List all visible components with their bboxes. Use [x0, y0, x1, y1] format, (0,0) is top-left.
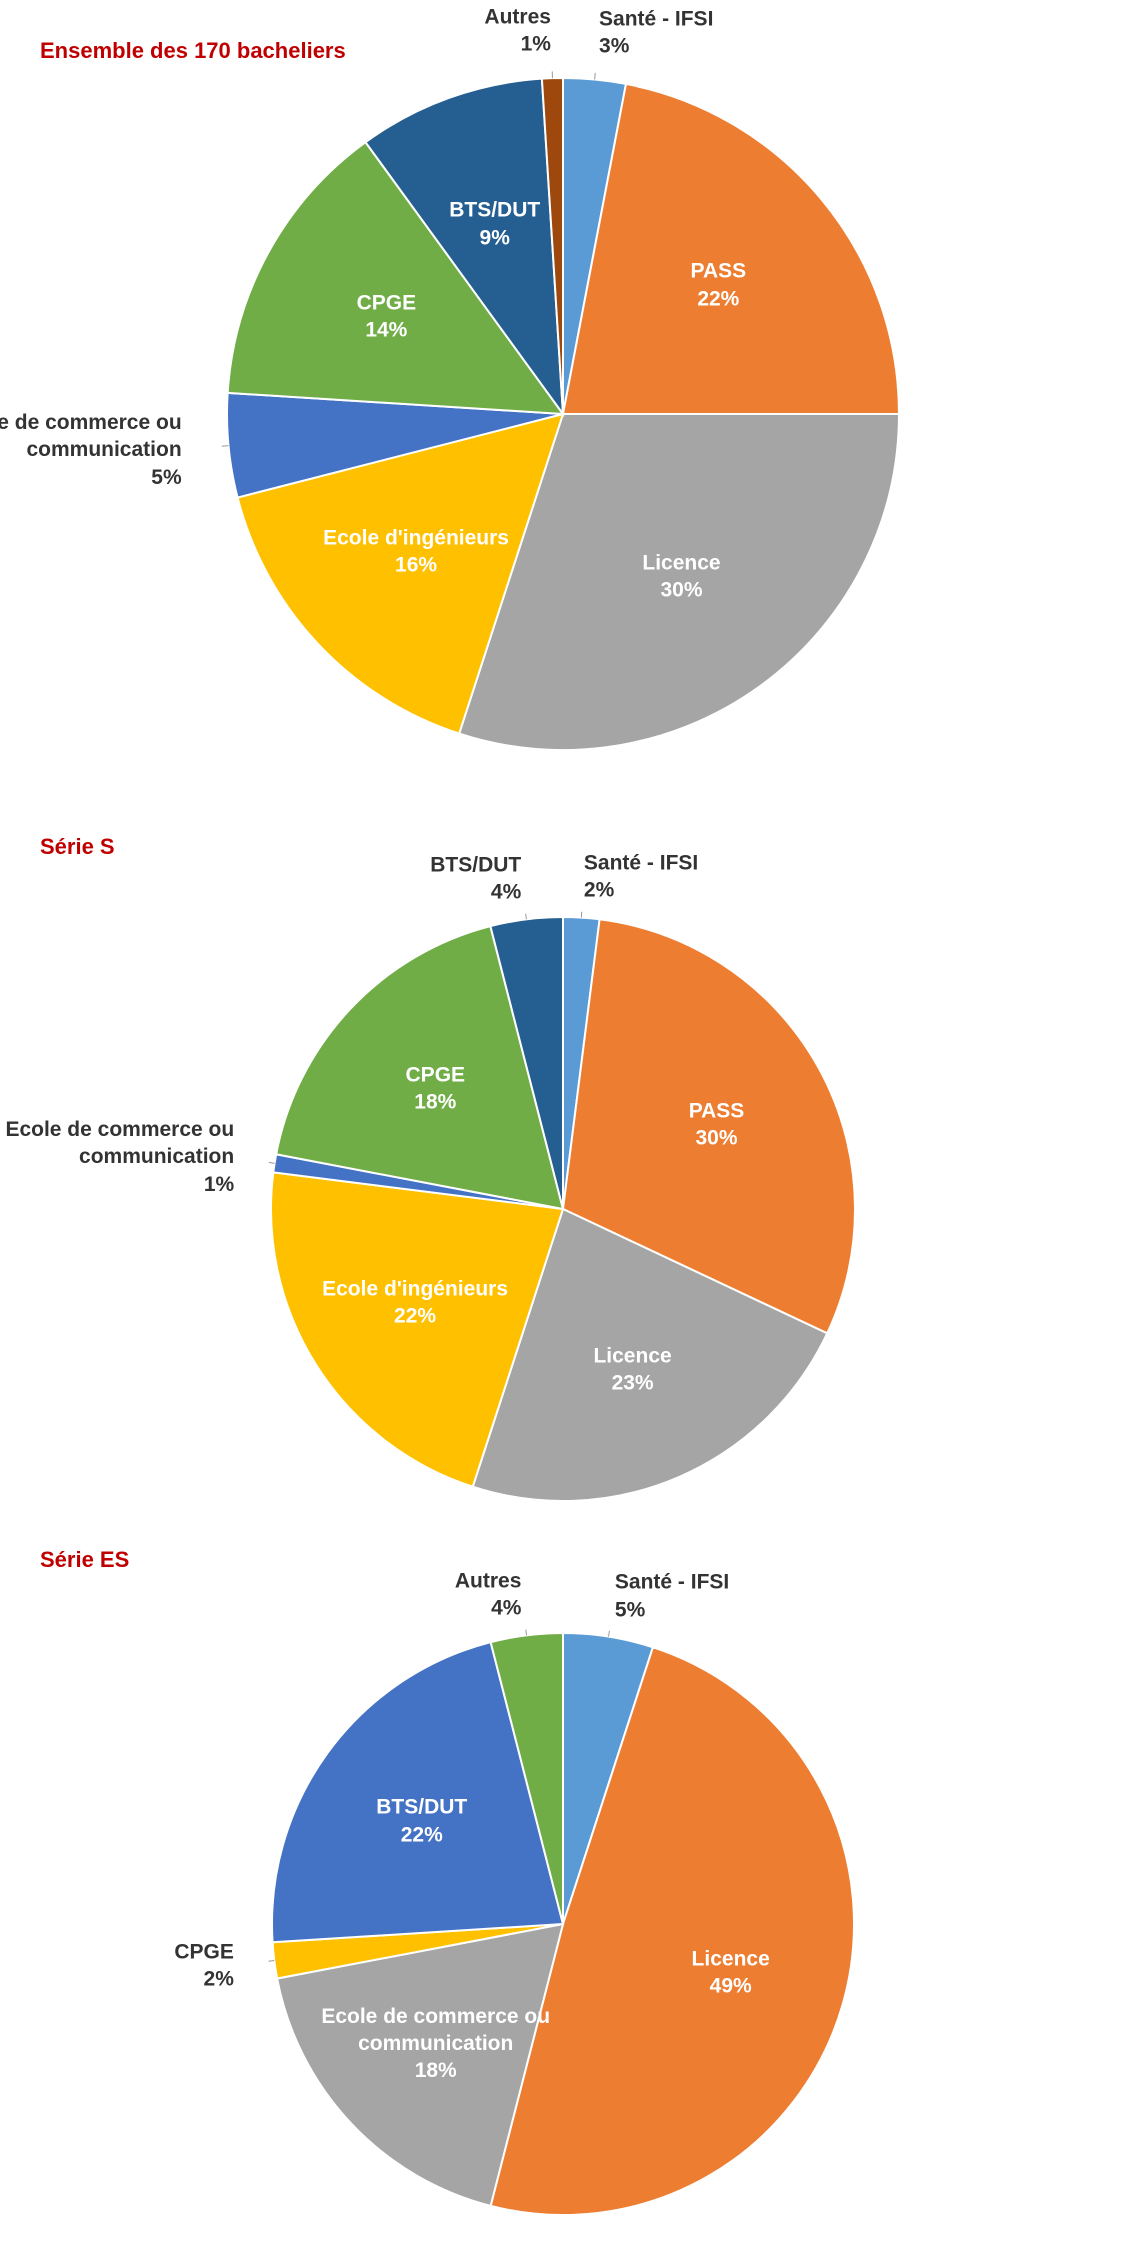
slice-label: Licence 49% [616, 1945, 846, 2000]
pie-slice [489, 1645, 856, 2217]
value-label: 2% [583, 878, 615, 902]
pie-slice [270, 1171, 565, 1488]
category-label: Ecole de commerce ou communication [321, 2004, 551, 2055]
slice-label: Santé - IFSI 5% [615, 1569, 845, 1624]
category-label: CPGE [356, 291, 417, 315]
value-label: 22% [394, 1304, 437, 1328]
pie-slice [236, 412, 565, 735]
leader-line [608, 1630, 610, 1637]
slice-label: Autres 1% [321, 4, 551, 59]
value-label: 4% [491, 1596, 522, 1620]
value-label: 22% [400, 1823, 443, 1847]
slice-label: CPGE 2% [4, 1938, 234, 1993]
value-label: 30% [695, 1126, 738, 1150]
slice-label: Ecole de commerce ou communication 18% [321, 2003, 551, 2085]
category-label: CPGE [405, 1063, 466, 1087]
category-label: Autres [484, 5, 551, 29]
value-label: 18% [414, 1091, 457, 1115]
category-label: Ecole de commerce ou communication [5, 1117, 235, 1169]
category-label: BTS/DUT [449, 199, 541, 223]
pie-slice [561, 82, 901, 415]
slice-label: BTS/DUT 4% [291, 851, 521, 906]
slice-label: BTS/DUT 9% [380, 197, 610, 252]
category-label: Ecole d'ingénieurs [323, 526, 509, 550]
leader-line [525, 913, 527, 920]
slice-label: Santé - IFSI 3% [599, 5, 829, 60]
chart-title: Ensemble des 170 bacheliers [40, 38, 346, 63]
category-label: Santé - IFSI [583, 851, 699, 875]
slice-label: Ecole de commerce ou communication 5% [0, 409, 182, 491]
value-label: 1% [203, 1172, 235, 1196]
slice-label: Ecole d'ingénieurs 22% [300, 1276, 530, 1331]
value-label: 3% [599, 34, 630, 58]
value-label: 2% [203, 1967, 234, 1991]
pie-slice [275, 1922, 565, 2208]
pie-slice [471, 1207, 829, 1502]
value-label: 22% [697, 287, 740, 311]
category-label: BTS/DUT [430, 853, 522, 877]
category-label: Santé - IFSI [614, 1571, 730, 1595]
category-label: PASS [688, 1099, 745, 1123]
value-label: 18% [414, 2059, 457, 2083]
value-label: 30% [660, 579, 703, 603]
slice-label: Licence 30% [566, 550, 796, 605]
category-label: Ecole de commerce ou communication [0, 411, 182, 462]
slice-label: PASS 22% [603, 258, 833, 313]
value-label: 5% [614, 1598, 646, 1622]
value-label: 9% [479, 226, 510, 250]
value-label: 4% [490, 880, 522, 904]
value-label: 14% [365, 318, 408, 342]
value-label: 16% [395, 554, 438, 577]
slice-label: BTS/DUT 22% [307, 1794, 537, 1849]
leader-line [221, 445, 229, 447]
slice-label: PASS 30% [602, 1097, 832, 1152]
value-label: 1% [520, 33, 551, 57]
leader-line [594, 72, 596, 80]
slice-label: Ecole de commerce ou communication 1% [4, 1116, 234, 1198]
category-label: PASS [690, 260, 747, 284]
pie-slice [489, 915, 564, 1210]
value-label: 23% [611, 1371, 654, 1395]
chart-title: Série S [40, 834, 115, 859]
value-label: 49% [709, 1974, 752, 1998]
slice-label: CPGE 18% [320, 1062, 550, 1117]
slice-label: CPGE 14% [271, 290, 501, 345]
category-label: Licence [642, 551, 721, 575]
pie-slice [226, 140, 566, 416]
slice-label: Santé - IFSI 2% [584, 849, 814, 904]
leader-line [268, 1959, 275, 1962]
slice-label: Ecole d'ingénieurs 16% [301, 525, 531, 580]
pie-slice [364, 77, 565, 418]
pie-slice [457, 413, 901, 751]
pie-slice [561, 918, 856, 1335]
category-label: Santé - IFSI [599, 7, 714, 31]
slice-label: Autres 4% [291, 1568, 522, 1623]
category-label: Licence [691, 1947, 770, 1971]
leader-line [525, 1629, 528, 1636]
category-label: CPGE [174, 1940, 234, 1964]
value-label: 5% [151, 465, 182, 489]
category-label: BTS/DUT [376, 1796, 468, 1820]
category-label: Autres [454, 1569, 522, 1593]
slice-label: Licence 23% [518, 1342, 748, 1397]
chart-title: Série ES [40, 1547, 130, 1572]
category-label: Ecole d'ingénieurs [322, 1277, 508, 1301]
category-label: Licence [593, 1344, 672, 1368]
pie-slice [271, 1640, 565, 1944]
leader-line [268, 1161, 275, 1164]
pie-slice [275, 924, 565, 1211]
